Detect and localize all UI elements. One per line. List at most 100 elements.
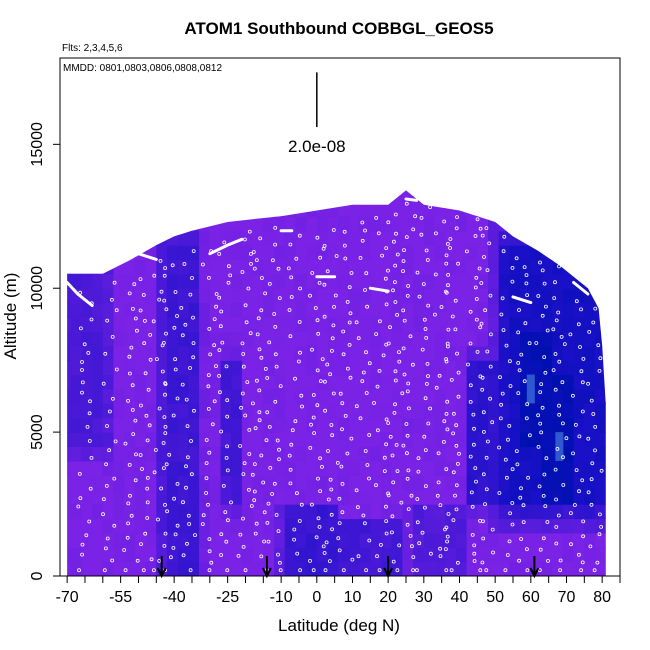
heat-cell xyxy=(434,532,446,548)
heat-cell xyxy=(231,259,243,275)
heat-cell xyxy=(199,489,211,505)
heat-cell xyxy=(348,259,361,275)
heat-cell xyxy=(359,288,371,304)
heat-cell xyxy=(316,216,329,232)
heat-cell xyxy=(145,259,157,275)
heat-cell xyxy=(338,417,350,433)
heat-cell xyxy=(145,532,157,548)
heat-cell xyxy=(220,273,232,289)
data-point xyxy=(145,475,150,480)
heat-cell xyxy=(67,201,72,217)
data-point xyxy=(354,320,359,325)
heat-cell xyxy=(520,388,532,404)
data-point xyxy=(184,397,189,402)
data-point xyxy=(472,551,477,556)
heat-cell xyxy=(81,302,93,318)
heat-cell xyxy=(210,173,221,188)
heat-cell xyxy=(370,360,382,376)
heat-cell xyxy=(498,532,510,548)
data-point xyxy=(226,280,231,285)
heat-cell xyxy=(113,489,125,505)
heat-cell xyxy=(252,518,264,534)
data-point xyxy=(321,544,326,549)
heat-cell xyxy=(253,173,264,188)
heat-cell xyxy=(92,173,103,188)
heat-cell xyxy=(316,273,329,289)
heat-cell xyxy=(445,460,457,476)
heat-cell xyxy=(541,288,553,304)
heat-cell xyxy=(541,504,553,520)
heat-cell xyxy=(70,388,82,404)
heat-cell xyxy=(70,374,82,390)
heat-cell xyxy=(445,259,457,275)
heat-cell xyxy=(370,201,382,217)
heat-cell xyxy=(466,288,478,304)
heat-cell xyxy=(498,489,510,505)
heat-cell xyxy=(199,432,211,448)
heat-cell xyxy=(573,216,585,232)
heat-cell xyxy=(381,532,393,548)
data-point xyxy=(149,557,154,562)
heat-cell xyxy=(370,331,382,347)
heat-cell xyxy=(423,345,436,361)
heat-cell xyxy=(477,230,489,246)
heat-cell xyxy=(209,201,222,217)
heat-cell xyxy=(81,317,93,332)
heat-cell xyxy=(124,460,136,476)
heat-cell xyxy=(584,331,596,347)
heat-cell xyxy=(477,259,489,275)
heat-cell xyxy=(209,561,222,576)
data-point xyxy=(89,455,94,460)
data-point xyxy=(499,402,504,407)
heat-cell xyxy=(520,173,531,188)
data-point xyxy=(543,504,548,509)
data-point xyxy=(393,263,398,268)
heat-cell xyxy=(562,475,575,491)
data-point xyxy=(468,454,473,459)
data-point xyxy=(277,457,281,462)
heat-cell xyxy=(134,216,147,232)
heat-cell xyxy=(295,432,307,448)
data-point xyxy=(133,316,138,321)
data-point xyxy=(238,444,243,448)
heat-cell xyxy=(145,432,157,448)
data-point xyxy=(225,444,230,449)
heat-cell xyxy=(466,216,478,232)
data-point xyxy=(347,285,352,290)
heat-cell xyxy=(306,547,318,563)
heat-cell xyxy=(327,518,339,534)
heat-cell xyxy=(156,532,168,548)
heat-cell xyxy=(423,317,436,332)
data-point xyxy=(207,549,212,554)
heat-cell xyxy=(348,388,361,404)
heat-cell xyxy=(552,547,564,563)
data-point xyxy=(595,560,600,565)
data-point xyxy=(444,290,449,295)
data-point xyxy=(337,496,342,501)
heat-cell xyxy=(509,489,521,505)
heat-cell xyxy=(306,173,317,188)
heat-cell xyxy=(199,360,211,376)
heat-cell xyxy=(284,417,296,433)
heat-cell xyxy=(391,446,403,462)
data-point xyxy=(422,505,427,510)
heat-cell xyxy=(434,331,446,347)
heat-cell xyxy=(477,388,489,404)
heat-cell xyxy=(381,273,393,289)
data-point xyxy=(490,527,495,532)
data-point xyxy=(554,318,559,323)
heat-cell xyxy=(274,489,286,505)
heat-cell xyxy=(167,273,179,289)
heat-cell xyxy=(348,432,361,448)
heat-cell xyxy=(584,532,596,548)
data-point xyxy=(446,512,451,516)
heat-cell xyxy=(70,489,82,505)
heat-cell xyxy=(605,446,606,462)
data-point xyxy=(517,368,522,373)
data-point xyxy=(498,416,503,421)
data-point xyxy=(140,467,144,471)
data-point xyxy=(332,304,336,309)
data-point xyxy=(241,472,246,477)
heat-cell xyxy=(316,374,329,390)
